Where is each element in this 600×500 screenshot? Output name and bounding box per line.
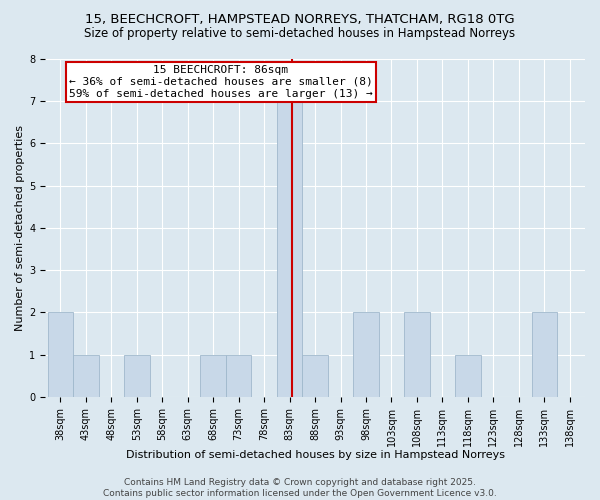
Bar [532, 312, 557, 397]
Text: 15 BEECHCROFT: 86sqm
← 36% of semi-detached houses are smaller (8)
59% of semi-d: 15 BEECHCROFT: 86sqm ← 36% of semi-detac… [69, 66, 373, 98]
Bar [200, 354, 226, 397]
Bar [47, 312, 73, 397]
Bar [226, 354, 251, 397]
Bar [302, 354, 328, 397]
Bar [455, 354, 481, 397]
Bar [404, 312, 430, 397]
Bar [353, 312, 379, 397]
Bar [277, 101, 302, 397]
Y-axis label: Number of semi-detached properties: Number of semi-detached properties [15, 125, 25, 331]
Text: Contains HM Land Registry data © Crown copyright and database right 2025.
Contai: Contains HM Land Registry data © Crown c… [103, 478, 497, 498]
X-axis label: Distribution of semi-detached houses by size in Hampstead Norreys: Distribution of semi-detached houses by … [125, 450, 505, 460]
Text: 15, BEECHCROFT, HAMPSTEAD NORREYS, THATCHAM, RG18 0TG: 15, BEECHCROFT, HAMPSTEAD NORREYS, THATC… [85, 12, 515, 26]
Bar [73, 354, 98, 397]
Bar [124, 354, 149, 397]
Text: Size of property relative to semi-detached houses in Hampstead Norreys: Size of property relative to semi-detach… [85, 28, 515, 40]
